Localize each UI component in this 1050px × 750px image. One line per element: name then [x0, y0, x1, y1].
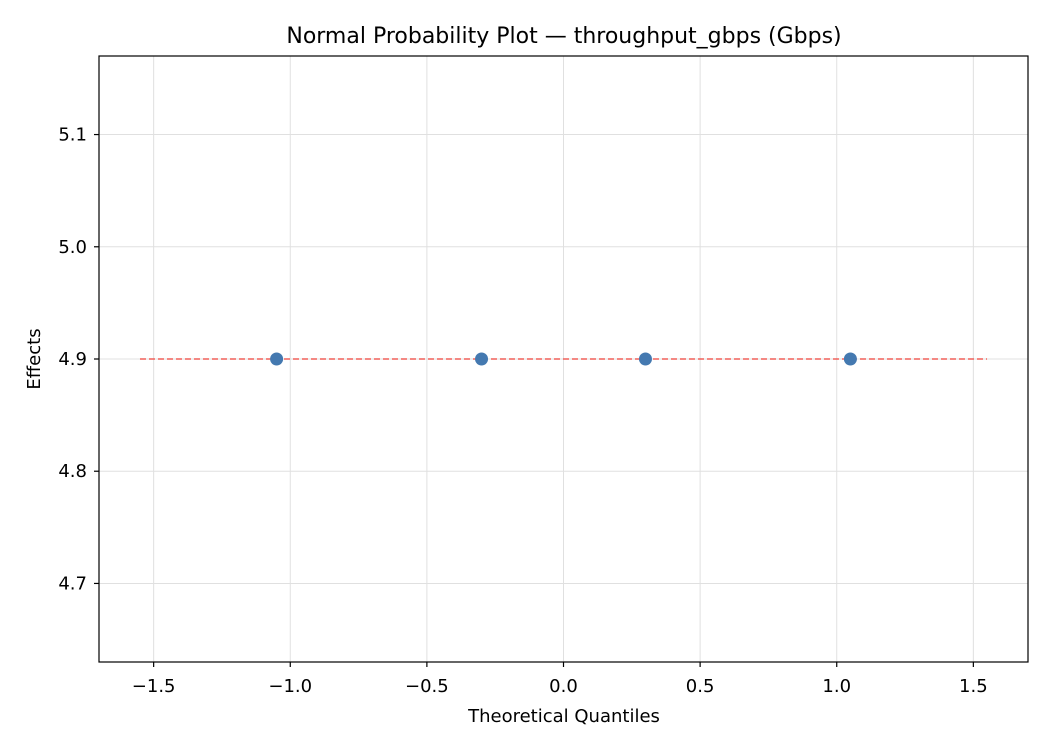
x-tick-label: −1.5	[132, 676, 176, 697]
y-axis: 4.7 4.8 4.9 5.0 5.1	[58, 125, 99, 594]
data-points-layer	[270, 352, 857, 366]
x-tick-label: 0.5	[686, 676, 715, 697]
data-point	[843, 352, 857, 366]
x-tick-label: −0.5	[405, 676, 449, 697]
y-tick-label: 4.9	[58, 349, 87, 370]
data-point	[270, 352, 284, 366]
x-tick-label: 1.5	[959, 676, 988, 697]
x-axis: −1.5 −1.0 −0.5 0.0 0.5 1.0 1.5	[132, 662, 988, 697]
y-axis-label: Effects	[24, 328, 45, 389]
y-tick-label: 4.8	[58, 461, 87, 482]
x-tick-label: 1.0	[822, 676, 851, 697]
x-tick-label: −1.0	[268, 676, 312, 697]
x-axis-label: Theoretical Quantiles	[467, 706, 660, 727]
data-point	[475, 352, 489, 366]
y-tick-label: 5.0	[58, 237, 87, 258]
data-point	[638, 352, 652, 366]
y-tick-label: 4.7	[58, 573, 87, 594]
chart-title: Normal Probability Plot — throughput_gbp…	[286, 24, 841, 49]
y-tick-label: 5.1	[58, 125, 87, 146]
x-tick-label: 0.0	[549, 676, 578, 697]
